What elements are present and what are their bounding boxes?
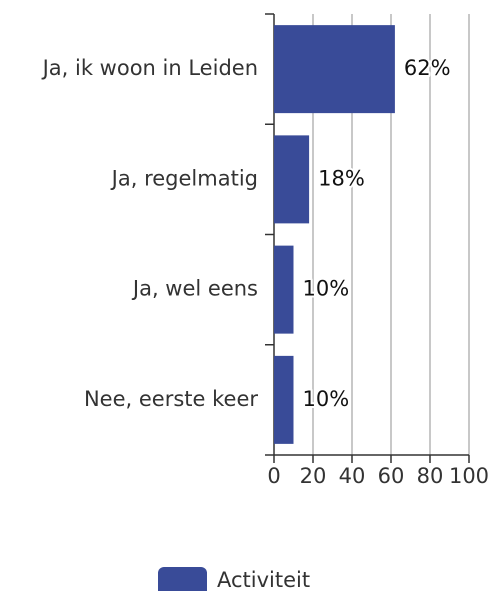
y-tick-label: Ja, regelmatig: [110, 166, 258, 190]
x-tick-label: 20: [300, 464, 327, 488]
bar: [274, 135, 310, 224]
bar: [274, 245, 294, 334]
value-label: 10%: [303, 277, 350, 301]
value-label: 10%: [303, 387, 350, 411]
bar: [274, 25, 395, 114]
x-tick-label: 60: [378, 464, 405, 488]
x-tick-label: 80: [417, 464, 444, 488]
y-tick-label: Ja, wel eens: [131, 277, 258, 301]
legend-swatch: [158, 567, 207, 591]
y-tick-label: Nee, eerste keer: [84, 387, 258, 411]
y-tick-label: Ja, ik woon in Leiden: [41, 56, 258, 80]
x-tick-label: 100: [449, 464, 489, 488]
value-label: 18%: [318, 166, 365, 190]
bar: [274, 355, 294, 444]
legend-label: Activiteit: [217, 568, 310, 591]
x-tick-label: 0: [267, 464, 280, 488]
value-label: 62%: [404, 56, 451, 80]
x-tick-label: 40: [339, 464, 366, 488]
